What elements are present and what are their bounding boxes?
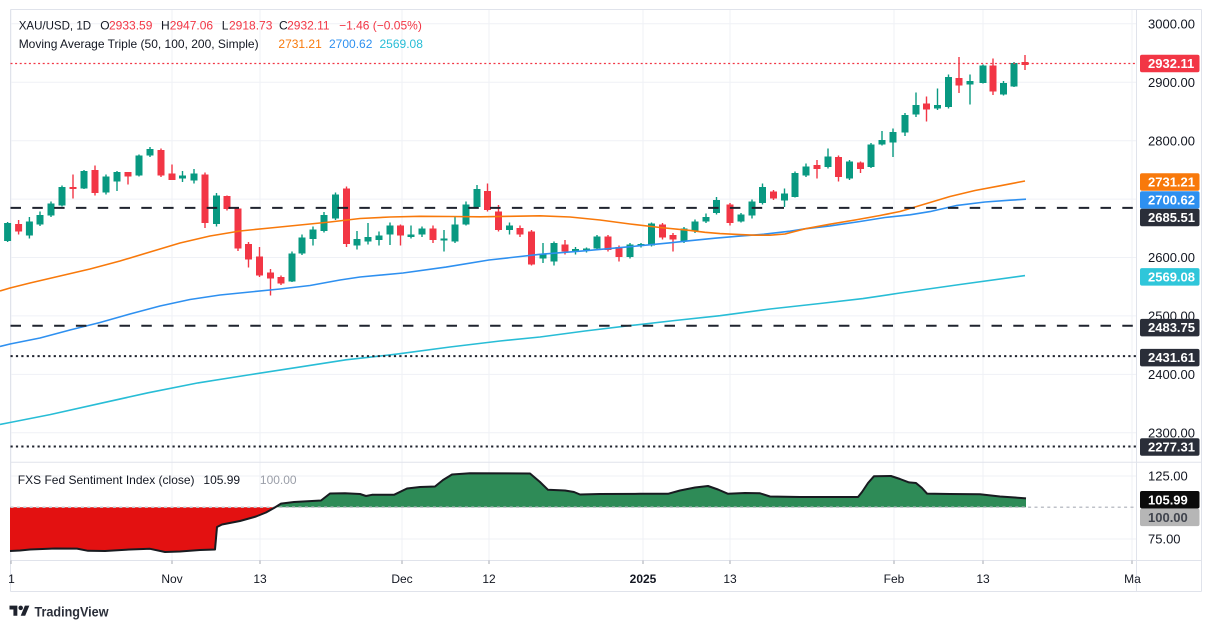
svg-text:Feb: Feb xyxy=(884,572,905,586)
svg-text:H: H xyxy=(161,19,170,33)
svg-text:2300.00: 2300.00 xyxy=(1148,425,1195,440)
svg-text:100.00: 100.00 xyxy=(1148,510,1188,525)
svg-text:2600.00: 2600.00 xyxy=(1148,250,1195,265)
svg-text:2933.59: 2933.59 xyxy=(109,19,153,33)
svg-text:Ma: Ma xyxy=(1124,572,1141,586)
svg-text:Moving Average Triple (50, 100: Moving Average Triple (50, 100, 200, Sim… xyxy=(19,37,259,51)
svg-text:2483.75: 2483.75 xyxy=(1148,320,1195,335)
svg-text:75.00: 75.00 xyxy=(1148,532,1181,547)
svg-text:2569.08: 2569.08 xyxy=(1148,270,1195,285)
svg-text:Dec: Dec xyxy=(391,572,412,586)
svg-text:XAU/USD, 1D: XAU/USD, 1D xyxy=(19,19,92,33)
svg-text:2431.61: 2431.61 xyxy=(1148,350,1195,365)
svg-text:1: 1 xyxy=(8,572,15,586)
svg-text:2025: 2025 xyxy=(630,572,657,586)
svg-text:2947.06: 2947.06 xyxy=(170,19,214,33)
svg-text:2400.00: 2400.00 xyxy=(1148,367,1195,382)
svg-text:FXS Fed Sentiment Index (close: FXS Fed Sentiment Index (close) xyxy=(18,473,195,487)
svg-text:2700.62: 2700.62 xyxy=(329,37,373,51)
svg-text:3000.00: 3000.00 xyxy=(1148,16,1195,31)
svg-text:100.00: 100.00 xyxy=(260,473,297,487)
svg-text:2918.73: 2918.73 xyxy=(229,19,273,33)
svg-text:TradingView: TradingView xyxy=(35,604,109,620)
svg-text:12: 12 xyxy=(482,572,496,586)
svg-text:2731.21: 2731.21 xyxy=(1148,175,1195,190)
svg-text:L: L xyxy=(222,19,229,33)
svg-text:2800.00: 2800.00 xyxy=(1148,133,1195,148)
svg-text:2900.00: 2900.00 xyxy=(1148,75,1195,90)
svg-text:Nov: Nov xyxy=(161,572,182,586)
svg-text:2731.21: 2731.21 xyxy=(278,37,322,51)
svg-text:2569.08: 2569.08 xyxy=(380,37,424,51)
svg-text:125.00: 125.00 xyxy=(1148,469,1188,484)
svg-text:−1.46 (−0.05%): −1.46 (−0.05%) xyxy=(339,19,422,33)
svg-text:105.99: 105.99 xyxy=(1148,492,1188,507)
svg-text:O: O xyxy=(100,19,109,33)
svg-text:105.99: 105.99 xyxy=(203,473,240,487)
svg-text:2932.11: 2932.11 xyxy=(1148,56,1194,71)
svg-text:13: 13 xyxy=(253,572,267,586)
svg-text:C: C xyxy=(279,19,288,33)
svg-text:2932.11: 2932.11 xyxy=(287,19,330,33)
svg-text:2277.31: 2277.31 xyxy=(1148,440,1195,455)
svg-text:13: 13 xyxy=(723,572,737,586)
svg-text:2700.62: 2700.62 xyxy=(1148,193,1195,208)
svg-text:13: 13 xyxy=(976,572,990,586)
svg-text:2685.51: 2685.51 xyxy=(1148,210,1195,225)
